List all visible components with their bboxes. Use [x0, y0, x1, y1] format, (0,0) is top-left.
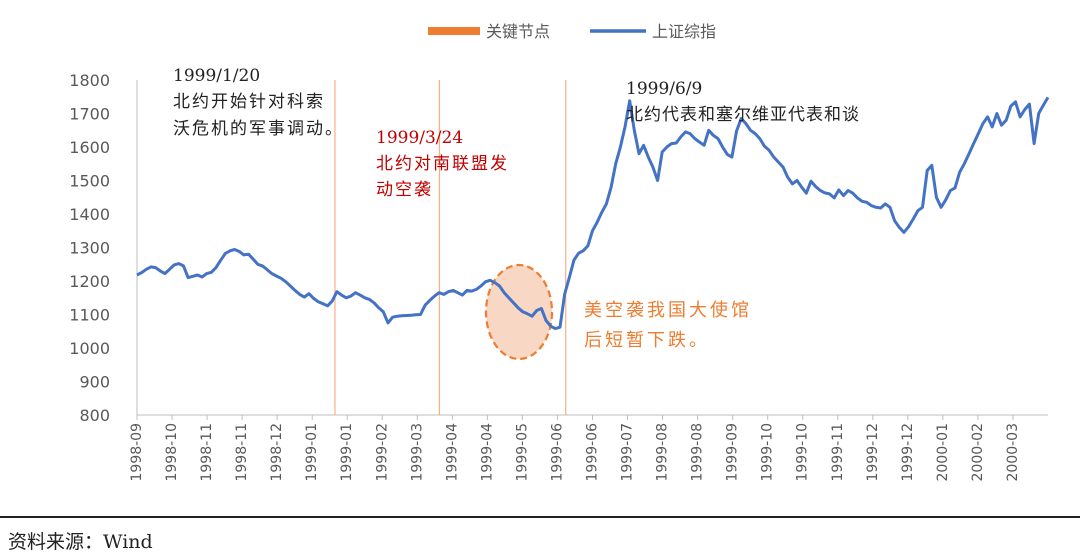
x-tick-label: 1998-11	[199, 423, 215, 482]
annotation-1-line2: 沃危机的军事调动。	[173, 119, 344, 139]
annotation-4-line1: 美空袭我国大使馆	[584, 300, 752, 321]
annotation-3-line1: 北约代表和塞尔维亚代表和谈	[626, 105, 860, 125]
y-tick-label: 1300	[69, 239, 110, 258]
annotation-1-line1: 北约开始针对科索	[173, 92, 325, 112]
annotation-1-date: 1999/1/20	[173, 66, 260, 86]
x-tick-label: 2000-02	[970, 423, 986, 482]
y-tick-label: 1400	[69, 205, 110, 224]
series-line-shanghai-index	[136, 96, 1050, 331]
x-tick-label: 1999-02	[374, 423, 390, 482]
annotation-3-date: 1999/6/9	[626, 79, 702, 99]
x-tick-label: 1999-08	[690, 423, 706, 482]
x-tick-label: 1999-04	[479, 423, 495, 482]
x-tick-label: 1999-01	[339, 423, 355, 482]
legend-label-index: 上证综指	[652, 22, 716, 41]
x-tick-label: 1999-01	[304, 423, 320, 482]
x-tick-label: 2000-01	[935, 423, 951, 482]
x-tick-label: 1999-12	[900, 423, 916, 482]
annotation-2-line1: 北约对南联盟发	[376, 154, 509, 174]
x-tick-label: 1998-11	[234, 423, 250, 482]
x-tick-label: 1999-10	[795, 423, 811, 482]
divider-line	[0, 516, 1080, 518]
x-tick-label: 1999-08	[655, 423, 671, 482]
x-tick-label: 1999-12	[865, 423, 881, 482]
y-tick-label: 1700	[69, 105, 110, 124]
x-tick-label: 1999-06	[585, 423, 601, 482]
annotations: 1999/1/20 北约开始针对科索 沃危机的军事调动。 1999/3/24 北…	[173, 66, 860, 351]
x-tick-label: 1999-05	[514, 423, 530, 482]
legend-swatch-key-nodes	[428, 27, 480, 35]
y-tick-label: 1200	[69, 272, 110, 291]
y-tick-label: 1100	[69, 306, 110, 325]
y-tick-label: 900	[79, 373, 110, 392]
annotation-2-date: 1999/3/24	[376, 128, 463, 148]
y-tick-label: 1500	[69, 172, 110, 191]
x-tick-label: 1999-10	[760, 423, 776, 482]
legend: 关键节点 上证综指	[428, 22, 716, 41]
y-tick-label: 1600	[69, 138, 110, 157]
line-chart: 关键节点 上证综指 800 900 1000 1100 1200 1300 1400 1500…	[69, 22, 1050, 482]
x-axis: 1998-09 1998-10 1998-11 1998-11 1998-12 1999-…	[129, 414, 1048, 482]
x-tick-label: 1999-09	[725, 423, 741, 482]
x-tick-label: 1998-12	[269, 423, 285, 482]
legend-label-key-nodes: 关键节点	[486, 22, 550, 41]
x-tick-label: 1999-07	[620, 423, 636, 482]
y-axis: 800 900 1000 1100 1200 1300 1400 1500 1600 1700 18…	[69, 71, 138, 425]
y-tick-label: 1800	[69, 71, 110, 90]
x-tick-label: 1999-04	[444, 423, 460, 482]
x-tick-label: 1999-06	[549, 423, 565, 482]
x-tick-label: 1998-09	[129, 423, 145, 482]
annotation-4-line2: 后短暂下跌。	[584, 330, 710, 351]
y-tick-label: 800	[79, 406, 110, 425]
x-tick-label: 1999-11	[830, 423, 846, 482]
key-node-lines	[334, 80, 567, 415]
x-tick-label: 2000-03	[1005, 423, 1021, 482]
y-tick-label: 1000	[69, 339, 110, 358]
annotation-2-line2: 动空袭	[376, 180, 433, 200]
x-tick-label: 1998-10	[164, 423, 180, 482]
x-tick-label: 1999-03	[409, 423, 425, 482]
source-note: 资料来源：Wind	[8, 531, 153, 553]
